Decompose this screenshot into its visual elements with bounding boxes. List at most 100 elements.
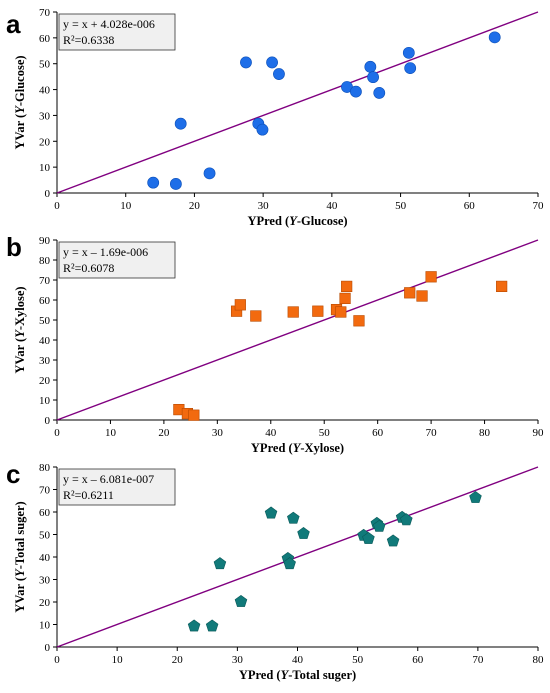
x-tick-label: 50 — [395, 200, 407, 212]
x-tick-label: 60 — [412, 654, 424, 666]
data-point — [404, 287, 416, 299]
y-tick-label: 10 — [39, 395, 51, 407]
x-axis-title-italic: Y — [289, 214, 298, 228]
y-axis-title-post: -Xylose) — [13, 286, 27, 330]
x-axis-title-pre: YPred ( — [251, 441, 293, 455]
y-axis-title: YVar (Y-Xylose) — [13, 286, 27, 373]
data-point — [213, 557, 227, 570]
x-tick-label: 40 — [326, 200, 338, 212]
x-tick-label: 30 — [232, 654, 244, 666]
x-tick-label: 0 — [54, 427, 60, 439]
x-tick-label: 10 — [120, 200, 132, 212]
data-point — [147, 176, 160, 189]
data-point — [256, 123, 269, 136]
data-point — [264, 506, 278, 519]
x-tick-label: 20 — [158, 427, 170, 439]
x-axis-title-italic: Y — [281, 668, 290, 682]
y-axis-title-post: -Total suger) — [13, 501, 27, 569]
x-tick-label: 60 — [372, 427, 384, 439]
data-point — [240, 56, 252, 69]
data-point — [188, 409, 200, 421]
data-point — [350, 85, 362, 98]
data-point — [203, 167, 216, 180]
r-squared: R²=0.6211 — [63, 488, 114, 502]
regression-equation: y = x – 1.69e-006 — [63, 245, 148, 259]
x-tick-label: 70 — [533, 200, 545, 212]
data-point — [400, 513, 413, 526]
r-squared: R²=0.6078 — [63, 261, 114, 275]
y-tick-label: 70 — [39, 485, 51, 497]
x-axis-title-post: -Xylose) — [300, 441, 344, 455]
data-point — [362, 531, 375, 544]
y-axis-title-italic: Y — [13, 568, 27, 577]
x-tick-label: 80 — [533, 654, 545, 666]
y-tick-label: 20 — [39, 375, 51, 387]
y-axis-title: YVar (Y-Total suger) — [13, 501, 27, 612]
equation-box — [58, 13, 176, 51]
y-tick-label: 0 — [45, 642, 51, 654]
regression-line — [56, 239, 539, 421]
x-tick-label: 0 — [54, 200, 60, 212]
data-point — [250, 310, 262, 322]
y-tick-label: 30 — [39, 110, 51, 122]
y-tick-label: 70 — [39, 7, 51, 19]
y-axis-title-pre: YVar ( — [13, 114, 27, 150]
x-axis-title-pre: YPred ( — [239, 668, 281, 682]
y-axis-title-italic: Y — [13, 105, 27, 114]
panel-letter: c — [6, 459, 20, 489]
data-point — [283, 557, 296, 570]
y-tick-label: 50 — [39, 530, 51, 542]
x-axis-title: YPred (Y-Xylose) — [251, 441, 344, 455]
x-tick-label: 30 — [258, 200, 270, 212]
data-point — [416, 290, 428, 302]
y-axis-title-pre: YVar ( — [13, 338, 27, 374]
regression-line — [56, 466, 539, 648]
y-tick-label: 60 — [39, 295, 51, 307]
x-tick-label: 20 — [172, 654, 184, 666]
data-point — [488, 31, 501, 44]
data-point — [297, 527, 310, 539]
y-tick-label: 60 — [39, 33, 51, 45]
data-point — [373, 87, 386, 99]
x-tick-label: 20 — [189, 200, 201, 212]
x-tick-label: 10 — [105, 427, 117, 439]
data-point — [386, 534, 400, 547]
x-axis-title-pre: YPred ( — [247, 214, 289, 228]
y-tick-label: 30 — [39, 575, 51, 587]
x-tick-label: 70 — [426, 427, 438, 439]
y-tick-label: 40 — [39, 85, 51, 97]
data-point — [205, 619, 219, 632]
x-tick-label: 70 — [472, 654, 484, 666]
panel-c: c 0 10 20 30 40 50 60 70 80 0 10 20 30 40 50 60 70 80 YPred… — [6, 459, 544, 682]
data-point — [234, 594, 248, 607]
y-tick-label: 80 — [39, 255, 51, 267]
data-point — [234, 299, 246, 311]
data-point — [287, 306, 299, 318]
y-tick-label: 10 — [39, 162, 51, 174]
x-tick-label: 60 — [464, 200, 476, 212]
x-axis-title-post: -Total suger) — [288, 668, 356, 682]
y-tick-label: 0 — [45, 415, 51, 427]
x-tick-label: 90 — [533, 427, 545, 439]
data-point — [364, 60, 377, 73]
y-tick-label: 90 — [39, 235, 51, 247]
data-point — [266, 56, 278, 69]
data-point — [339, 292, 351, 305]
x-axis-title-post: -Glucose) — [297, 214, 348, 228]
x-axis-title: YPred (Y-Total suger) — [239, 668, 356, 682]
y-tick-label: 20 — [39, 597, 51, 609]
y-axis-title-post: -Glucose) — [13, 55, 27, 106]
x-tick-label: 80 — [479, 427, 491, 439]
y-tick-label: 0 — [45, 188, 51, 200]
y-tick-label: 80 — [39, 462, 51, 474]
y-tick-label: 40 — [39, 552, 51, 564]
y-tick-label: 20 — [39, 136, 51, 148]
data-point — [187, 619, 201, 632]
data-point — [404, 62, 417, 75]
equation-box — [58, 241, 176, 279]
data-point — [373, 519, 386, 532]
data-point — [425, 271, 437, 283]
regression-equation: y = x + 4.028e-006 — [63, 17, 155, 31]
